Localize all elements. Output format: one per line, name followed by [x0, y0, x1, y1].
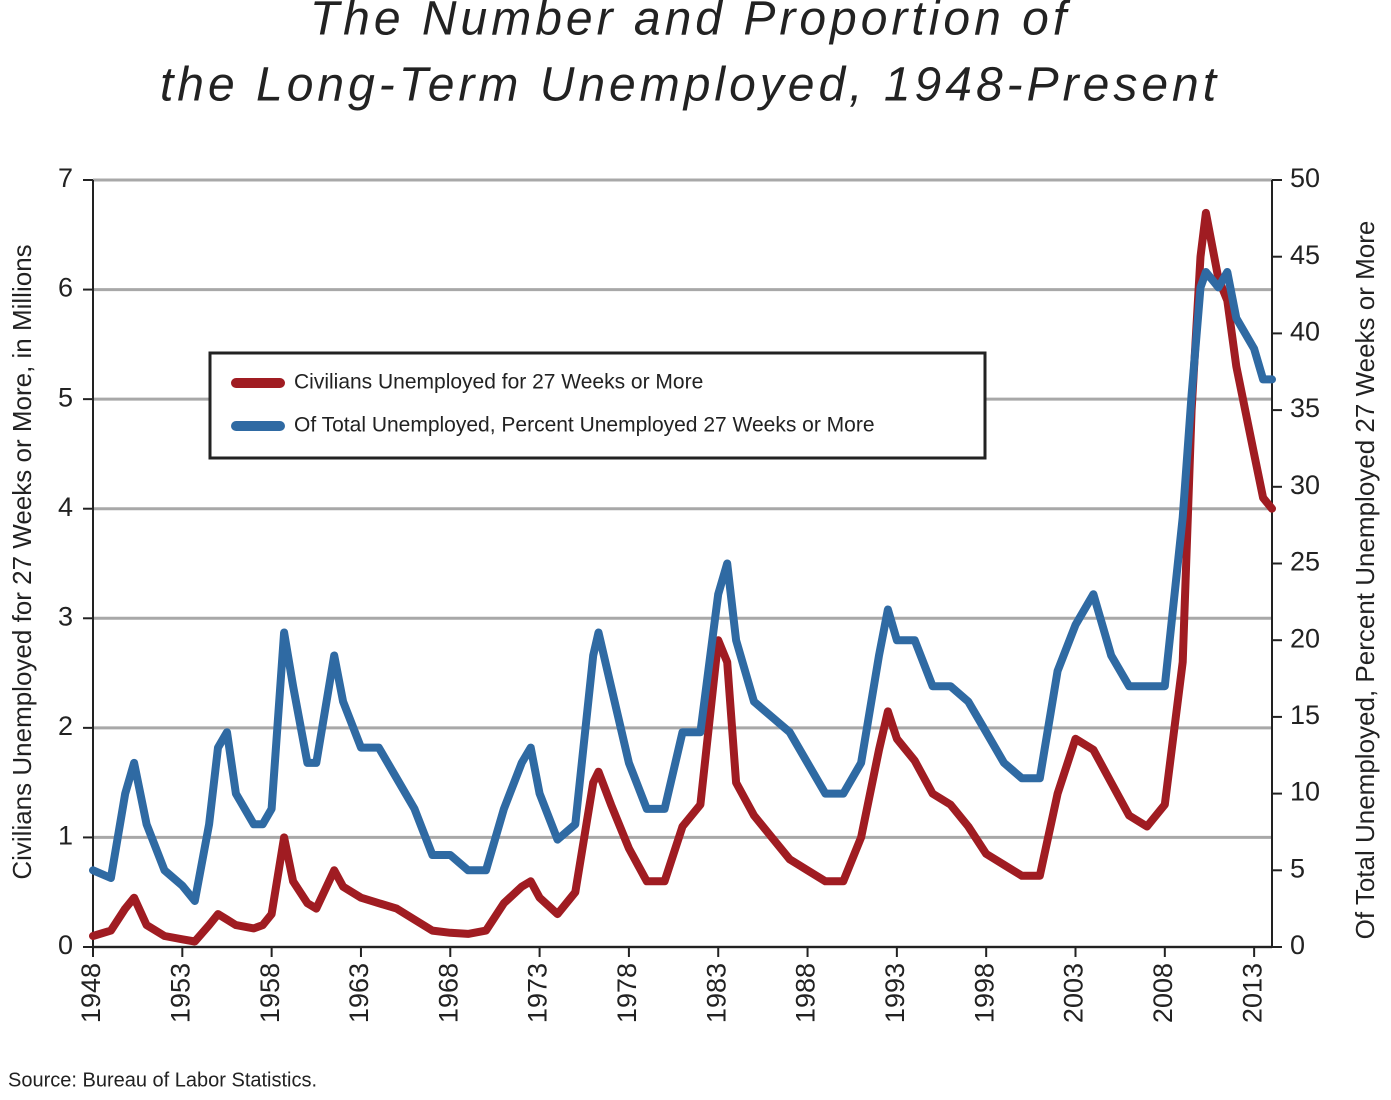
y2-tick-label: 15 — [1290, 700, 1320, 730]
y2-tick-label: 45 — [1290, 240, 1320, 270]
y2-tick-label: 25 — [1290, 547, 1320, 577]
source-note: Source: Bureau of Labor Statistics. — [8, 1069, 317, 1091]
y-tick-label: 3 — [58, 601, 73, 631]
y2-axis-title: Of Total Unemployed, Percent Unemployed … — [1350, 221, 1380, 940]
x-tick-label: 1973 — [523, 963, 553, 1023]
y2-tick-label: 30 — [1290, 470, 1320, 500]
x-tick-label: 1988 — [791, 963, 821, 1023]
x-tick-label: 1958 — [255, 963, 285, 1023]
y-tick-label: 1 — [58, 821, 73, 851]
y-tick-label: 6 — [58, 273, 73, 303]
x-tick-label: 2003 — [1059, 963, 1089, 1023]
legend-box — [208, 351, 987, 460]
series-line — [89, 208, 1276, 946]
x-tick-label: 2008 — [1148, 963, 1178, 1023]
y-tick-label: 5 — [58, 382, 73, 412]
y-axis-title: Civilians Unemployed for 27 Weeks or Mor… — [7, 244, 37, 879]
x-tick-label: 1998 — [969, 963, 999, 1023]
y2-tick-label: 20 — [1290, 623, 1320, 653]
x-tick-label: 1983 — [701, 963, 731, 1023]
series-line — [89, 268, 1276, 905]
y-tick-label: 4 — [58, 492, 73, 522]
chart-title: the Long-Term Unemployed, 1948-Present — [160, 59, 1220, 112]
y2-tick-label: 50 — [1290, 163, 1320, 193]
x-tick-label: 1978 — [612, 963, 642, 1023]
y-tick-label: 7 — [58, 163, 73, 193]
x-tick-label: 1963 — [344, 963, 374, 1023]
y2-tick-label: 5 — [1290, 853, 1305, 883]
y-tick-label: 2 — [58, 711, 73, 741]
legend-label: Civilians Unemployed for 27 Weeks or Mor… — [294, 371, 703, 394]
y2-tick-label: 0 — [1290, 930, 1305, 960]
chart-title: The Number and Proportion of — [310, 0, 1071, 46]
x-tick-label: 2013 — [1237, 963, 1267, 1023]
y2-tick-label: 35 — [1290, 393, 1320, 423]
x-tick-label: 1953 — [165, 963, 195, 1023]
legend-label: Of Total Unemployed, Percent Unemployed … — [294, 414, 875, 437]
y2-tick-label: 40 — [1290, 317, 1320, 347]
x-tick-label: 1968 — [433, 963, 463, 1023]
x-tick-label: 1948 — [76, 963, 106, 1023]
x-tick-label: 1993 — [880, 963, 910, 1023]
y-tick-label: 0 — [58, 930, 73, 960]
y2-tick-label: 10 — [1290, 777, 1320, 807]
